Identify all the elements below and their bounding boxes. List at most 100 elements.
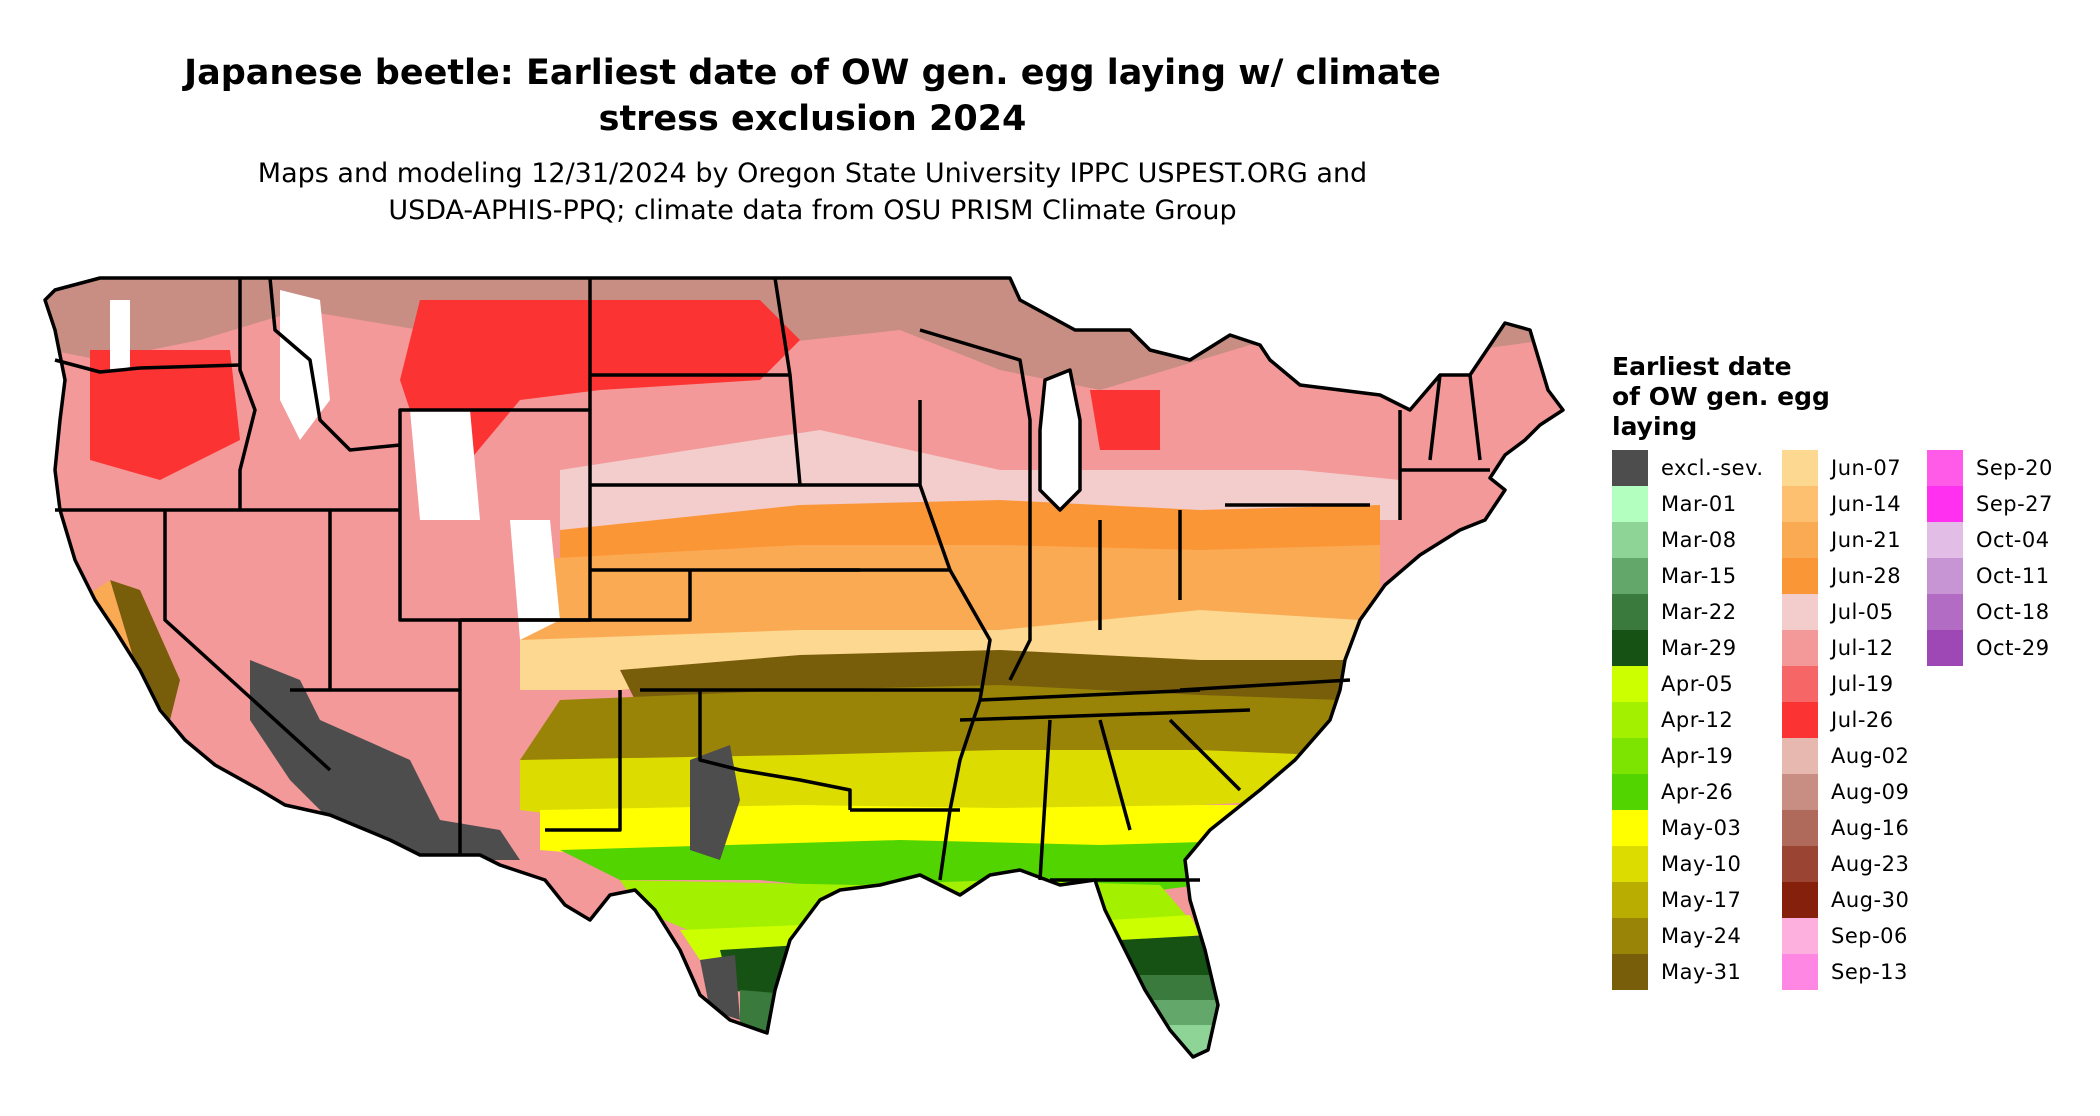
- legend-label: Jun-07: [1831, 456, 1902, 480]
- legend-label: Jul-12: [1831, 636, 1894, 660]
- legend-item: Jun-28: [1782, 558, 1909, 594]
- legend-swatch: [1782, 594, 1818, 630]
- legend-swatch: [1927, 486, 1963, 522]
- legend-label: Jun-14: [1831, 492, 1902, 516]
- legend-label: May-17: [1661, 888, 1742, 912]
- legend-swatch: [1782, 522, 1818, 558]
- border-ms-al: [1038, 719, 1052, 881]
- legend-swatch: [1612, 594, 1648, 630]
- border-tn-south: [959, 708, 1251, 722]
- legend-swatch: [1612, 954, 1648, 990]
- legend-label: Oct-29: [1976, 636, 2050, 660]
- border-il-in: [1008, 520, 1032, 681]
- band-mar-22: [740, 975, 1218, 1040]
- legend-item: Jul-12: [1782, 630, 1909, 666]
- state-borders: [43, 276, 1565, 1059]
- legend-label: Aug-23: [1831, 852, 1910, 876]
- legend-label: Jul-19: [1831, 672, 1894, 696]
- legend-swatch: [1612, 846, 1648, 882]
- legend-swatch: [1782, 846, 1818, 882]
- legend-item: May-31: [1612, 954, 1764, 990]
- legend-item: Sep-13: [1782, 954, 1909, 990]
- legend-item: Jul-26: [1782, 702, 1909, 738]
- legend-item: Mar-22: [1612, 594, 1764, 630]
- legend-item: Mar-01: [1612, 486, 1764, 522]
- map-title-line-2: stress exclusion 2024: [598, 99, 1027, 139]
- border-id-mt: [268, 277, 401, 452]
- legend-item: Mar-08: [1612, 522, 1764, 558]
- legend-label: Sep-13: [1831, 960, 1908, 984]
- legend-label: Mar-22: [1661, 600, 1737, 624]
- legend-item: Sep-27: [1927, 486, 2053, 522]
- legend-label: Jul-05: [1831, 600, 1894, 624]
- legend-item: Aug-16: [1782, 810, 1909, 846]
- legend-label: Jun-21: [1831, 528, 1902, 552]
- legend-swatch: [1612, 918, 1648, 954]
- legend-swatch: [1927, 558, 1963, 594]
- legend-label: May-31: [1661, 960, 1742, 984]
- legend-item: Apr-19: [1612, 738, 1764, 774]
- legend-label: Sep-20: [1976, 456, 2053, 480]
- legend-item: excl.-sev.: [1612, 450, 1764, 486]
- legend-swatch: [1782, 954, 1818, 990]
- legend-label: Apr-12: [1661, 708, 1734, 732]
- legend-label: Jul-26: [1831, 708, 1894, 732]
- legend-item: Oct-29: [1927, 630, 2053, 666]
- legend-swatch: [1927, 450, 1963, 486]
- legend-swatch: [1612, 738, 1648, 774]
- legend-label: Aug-02: [1831, 744, 1910, 768]
- legend-item: Jun-07: [1782, 450, 1909, 486]
- legend-item: Sep-06: [1782, 918, 1909, 954]
- border-id-west: [238, 278, 257, 510]
- legend-swatch: [1782, 882, 1818, 918]
- legend-item: Jul-19: [1782, 666, 1909, 702]
- legend-label: May-24: [1661, 924, 1742, 948]
- legend-label: Oct-11: [1976, 564, 2050, 588]
- legend-swatch: [1782, 738, 1818, 774]
- band-may-31-ca: [110, 580, 180, 720]
- legend-item: Apr-05: [1612, 666, 1764, 702]
- legend-label: Sep-27: [1976, 492, 2053, 516]
- legend-item: Mar-15: [1612, 558, 1764, 594]
- legend-label: Aug-09: [1831, 780, 1910, 804]
- legend-swatch: [1612, 486, 1648, 522]
- band-jul-26-wa: [90, 350, 240, 480]
- legend-label: Apr-05: [1661, 672, 1734, 696]
- legend-label: Apr-19: [1661, 744, 1734, 768]
- border-dakotas-mn: [773, 277, 802, 486]
- border-al-ga: [1098, 719, 1132, 831]
- band-excl-sev-texas: [690, 745, 740, 1020]
- legend-title-line-1: Earliest date: [1612, 352, 1792, 381]
- border-nm-tx: [545, 690, 622, 832]
- legend-item: Aug-23: [1782, 846, 1909, 882]
- legend-label: May-10: [1661, 852, 1742, 876]
- legend-swatch: [1782, 630, 1818, 666]
- map-title-line-1: Japanese beetle: Earliest date of OW gen…: [184, 53, 1441, 93]
- legend-swatch: [1782, 666, 1818, 702]
- border-ca-nv: [163, 510, 332, 772]
- legend-label: Aug-16: [1831, 816, 1910, 840]
- legend-item: Jul-05: [1782, 594, 1909, 630]
- legend-item: Oct-11: [1927, 558, 2053, 594]
- band-excl-sev-southwest: [250, 660, 520, 860]
- legend-item: Oct-04: [1927, 522, 2053, 558]
- legend-swatch: [1782, 558, 1818, 594]
- border-ky-tn: [979, 688, 1201, 702]
- legend-label: Oct-04: [1976, 528, 2050, 552]
- legend-swatch: [1782, 450, 1818, 486]
- legend-item: May-24: [1612, 918, 1764, 954]
- legend-item: Aug-30: [1782, 882, 1909, 918]
- legend-swatch: [1782, 486, 1818, 522]
- legend-item: May-17: [1612, 882, 1764, 918]
- legend-swatch: [1612, 810, 1648, 846]
- band-mar-29: [720, 935, 1215, 1000]
- legend-item: May-03: [1612, 810, 1764, 846]
- legend-swatch: [1612, 702, 1648, 738]
- legend-label: Oct-18: [1976, 600, 2050, 624]
- legend-column-3: Sep-20 Sep-27 Oct-04 Oct-11 Oct-18 Oct-29: [1927, 450, 2053, 666]
- no-data-co: [510, 520, 560, 640]
- legend-label: excl.-sev.: [1661, 456, 1764, 480]
- legend-swatch: [1782, 810, 1818, 846]
- band-apr-26: [560, 840, 1270, 890]
- legend-item: Oct-18: [1927, 594, 2053, 630]
